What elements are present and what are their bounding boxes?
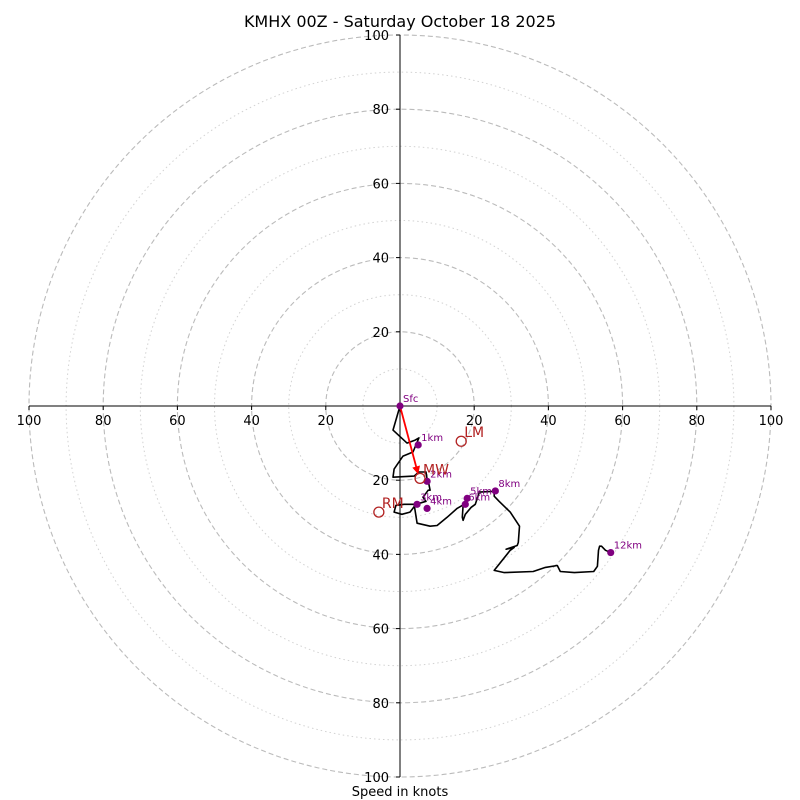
y-tick-label: 80	[372, 103, 389, 118]
x-tick-label: 40	[243, 414, 260, 429]
y-tick-label: 20	[372, 326, 389, 341]
y-tick-label: 60	[372, 623, 389, 638]
height-label-8km: 8km	[498, 479, 520, 490]
storm-marker-LM	[455, 435, 467, 447]
height-marker-5km	[463, 494, 471, 502]
height-marker-3km	[413, 500, 421, 508]
tick-labels: 100 80 60 40 20 20 40 60 80 100 100 80 60 40 20 20 40 60 8…	[17, 29, 784, 786]
height-label-Sfc: Sfc	[403, 394, 418, 405]
height-label-3km: 3km	[420, 492, 442, 503]
shear-arrowhead	[412, 465, 420, 475]
height-label-5km: 5km	[470, 486, 492, 497]
storm-label-LM: LM	[464, 425, 484, 441]
storm-label-MW: MW	[423, 462, 449, 478]
y-tick-label: 60	[372, 177, 389, 192]
shear-vector	[399, 405, 420, 475]
x-tick-label: 80	[689, 414, 706, 429]
chart-title: KMHX 00Z - Saturday October 18 2025	[244, 12, 556, 31]
height-label-12km: 12km	[614, 541, 642, 552]
height-marker-Sfc	[396, 402, 404, 410]
height-label-4km: 4km	[430, 496, 452, 507]
height-label-2km: 2km	[430, 469, 452, 480]
x-tick-label: 80	[95, 414, 112, 429]
storm-label-RM: RM	[382, 496, 404, 512]
y-tick-label: 100	[364, 771, 389, 786]
storm-motion-markers: LM MW RM	[373, 425, 484, 518]
height-marker-12km	[607, 548, 615, 557]
y-tick-label: 80	[372, 697, 389, 712]
y-tick-label: 40	[372, 548, 389, 563]
height-marker-6km	[461, 500, 469, 508]
height-label-6km: 6km	[468, 492, 490, 503]
x-tick-label: 100	[759, 414, 784, 429]
x-tick-label: 40	[540, 414, 557, 429]
y-tick-label: 20	[372, 474, 389, 489]
x-tick-label: 60	[169, 414, 186, 429]
x-tick-label: 60	[614, 414, 631, 429]
storm-marker-MW	[414, 472, 426, 484]
x-tick-label: 20	[466, 414, 483, 429]
x-tick-label: 100	[17, 414, 42, 429]
height-marker-1km	[414, 441, 422, 449]
x-axis-label: Speed in knots	[352, 785, 449, 800]
height-marker-8km	[491, 487, 499, 495]
storm-marker-RM	[373, 506, 385, 518]
height-marker-4km	[423, 504, 431, 512]
height-label-1km: 1km	[421, 433, 443, 444]
y-tick-label: 40	[372, 252, 389, 267]
shear-vector-group	[399, 405, 420, 475]
y-tick-label: 100	[364, 29, 389, 44]
x-tick-label: 20	[318, 414, 335, 429]
